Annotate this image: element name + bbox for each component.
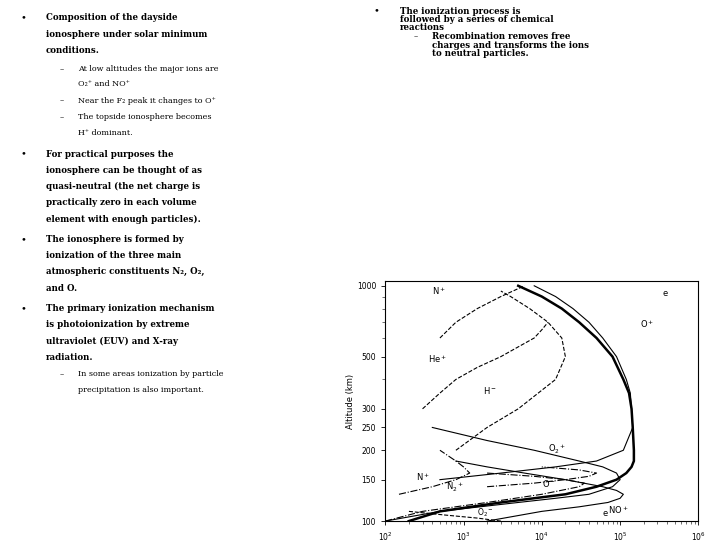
Text: H$^-$: H$^-$: [484, 384, 498, 396]
Text: quasi-neutral (the net charge is: quasi-neutral (the net charge is: [46, 182, 200, 191]
Text: NO$^+$: NO$^+$: [608, 504, 629, 516]
Text: N$^+$: N$^+$: [432, 286, 446, 298]
Text: charges and transforms the ions: charges and transforms the ions: [432, 40, 589, 50]
Text: Near the F₂ peak it changes to O⁺: Near the F₂ peak it changes to O⁺: [78, 97, 215, 105]
Text: •: •: [20, 304, 26, 313]
Text: ionosphere under solar minimum: ionosphere under solar minimum: [46, 30, 207, 39]
Text: e: e: [662, 289, 668, 298]
Y-axis label: Altitude (km): Altitude (km): [346, 373, 356, 429]
Text: radiation.: radiation.: [46, 353, 94, 362]
Text: conditions.: conditions.: [46, 46, 100, 55]
Text: The ionosphere is formed by: The ionosphere is formed by: [46, 235, 184, 244]
Text: O$^-$: O$^-$: [541, 478, 556, 489]
Text: –: –: [60, 97, 64, 105]
Text: –: –: [60, 113, 64, 122]
Text: element with enough particles).: element with enough particles).: [46, 214, 201, 224]
Text: practically zero in each volume: practically zero in each volume: [46, 198, 197, 207]
Text: –: –: [414, 32, 418, 40]
Text: He$^+$: He$^+$: [428, 353, 447, 364]
Text: atmospheric constituents N₂, O₂,: atmospheric constituents N₂, O₂,: [46, 267, 204, 276]
Text: precipitation is also important.: precipitation is also important.: [78, 386, 204, 394]
Text: to neutral particles.: to neutral particles.: [432, 49, 528, 58]
Text: –: –: [60, 65, 64, 73]
Text: •: •: [20, 150, 26, 159]
Text: O$_2$$^-$: O$_2$$^-$: [477, 507, 494, 519]
Text: O$_2$$^+$: O$_2$$^+$: [548, 443, 567, 456]
Text: Composition of the dayside: Composition of the dayside: [46, 14, 178, 23]
Text: •: •: [20, 14, 26, 23]
Text: Recombination removes free: Recombination removes free: [432, 32, 570, 42]
Text: N$^+$: N$^+$: [416, 472, 431, 483]
Text: In some areas ionization by particle: In some areas ionization by particle: [78, 370, 223, 379]
Text: ionization of the three main: ionization of the three main: [46, 251, 181, 260]
Text: The primary ionization mechanism: The primary ionization mechanism: [46, 304, 215, 313]
Text: O$^+$: O$^+$: [640, 318, 654, 329]
Text: –: –: [60, 370, 64, 379]
Text: e: e: [603, 509, 608, 518]
Text: The ionization process is: The ionization process is: [400, 6, 520, 16]
Text: N$_2$$^+$: N$_2$$^+$: [446, 481, 464, 494]
Text: At low altitudes the major ions are: At low altitudes the major ions are: [78, 65, 218, 73]
Text: The topside ionosphere becomes: The topside ionosphere becomes: [78, 113, 211, 122]
Text: •: •: [373, 6, 379, 16]
Text: H⁺ dominant.: H⁺ dominant.: [78, 129, 132, 137]
Text: ultraviolet (EUV) and X-ray: ultraviolet (EUV) and X-ray: [46, 336, 178, 346]
Text: •: •: [20, 235, 26, 244]
Text: ionosphere can be thought of as: ionosphere can be thought of as: [46, 166, 202, 175]
Text: reactions: reactions: [400, 23, 445, 32]
Text: followed by a series of chemical: followed by a series of chemical: [400, 15, 553, 24]
Text: For practical purposes the: For practical purposes the: [46, 150, 174, 159]
Text: and O.: and O.: [46, 284, 77, 293]
Text: O₂⁺ and NO⁺: O₂⁺ and NO⁺: [78, 80, 130, 88]
Text: is photoionization by extreme: is photoionization by extreme: [46, 320, 189, 329]
